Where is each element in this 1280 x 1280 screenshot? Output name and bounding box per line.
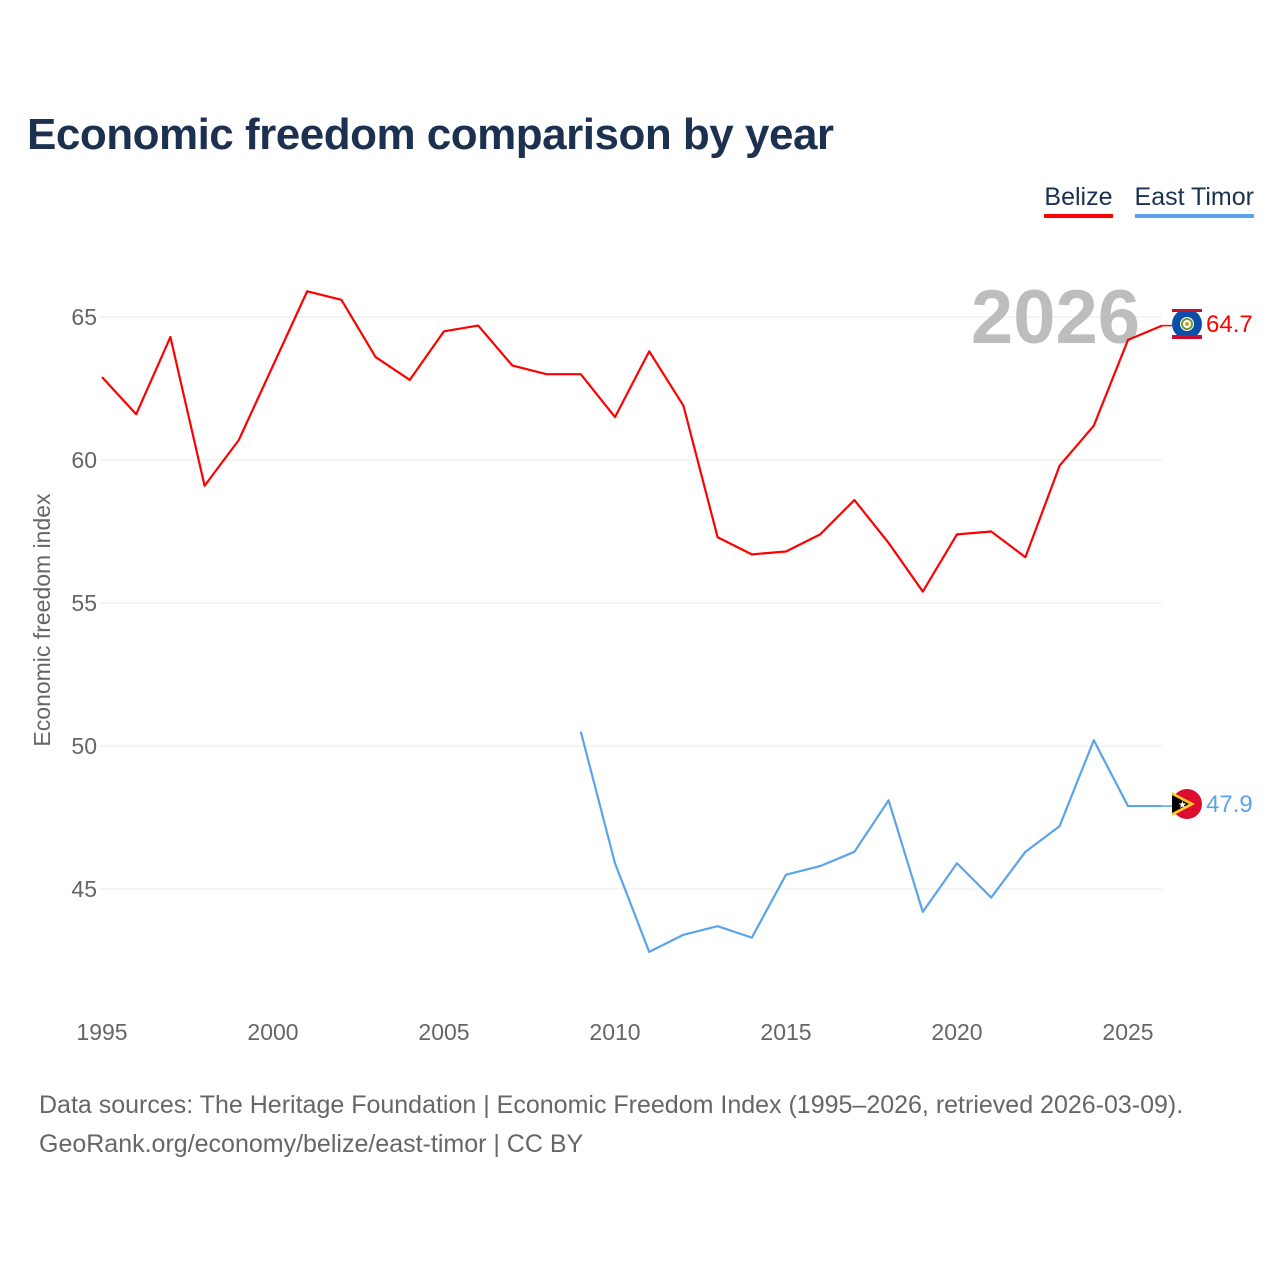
series-line-east-timor bbox=[579, 731, 1163, 954]
footer: Data sources: The Heritage Foundation | … bbox=[39, 1086, 1183, 1164]
legend-item-east-timor[interactable]: East Timor bbox=[1134, 183, 1254, 218]
belize-flag-icon bbox=[1172, 309, 1202, 339]
east-timor-end-value: 47.9 bbox=[1206, 791, 1253, 818]
y-tick-label: 50 bbox=[71, 733, 97, 759]
y-tick-label: 55 bbox=[71, 590, 97, 616]
chart-title: Economic freedom comparison by year bbox=[27, 110, 834, 159]
east-timor-flag-icon: ★ bbox=[1172, 789, 1202, 819]
legend: Belize East Timor bbox=[1044, 183, 1254, 218]
y-tick-label: 65 bbox=[71, 304, 97, 330]
year-watermark: 2026 bbox=[971, 275, 1140, 360]
x-tick-label: 1995 bbox=[76, 1019, 127, 1045]
credit-link[interactable]: GeoRank.org/economy/belize/east-timor | … bbox=[39, 1130, 584, 1158]
legend-item-belize[interactable]: Belize bbox=[1044, 183, 1113, 218]
x-tick-label: 2010 bbox=[589, 1019, 640, 1045]
x-tick-label: 2015 bbox=[760, 1019, 811, 1045]
x-tick-label: 2025 bbox=[1102, 1019, 1153, 1045]
data-sources: Data sources: The Heritage Foundation | … bbox=[39, 1091, 1184, 1119]
x-tick-label: 2000 bbox=[247, 1019, 298, 1045]
x-tick-label: 2005 bbox=[418, 1019, 469, 1045]
y-tick-label: 60 bbox=[71, 447, 97, 473]
svg-text:★: ★ bbox=[1178, 800, 1187, 811]
y-tick-label: 45 bbox=[71, 876, 97, 902]
y-axis-label: Economic freedom index bbox=[29, 493, 55, 747]
belize-end-value: 64.7 bbox=[1206, 311, 1253, 338]
series-line-belize bbox=[101, 290, 1163, 593]
x-tick-label: 2020 bbox=[931, 1019, 982, 1045]
